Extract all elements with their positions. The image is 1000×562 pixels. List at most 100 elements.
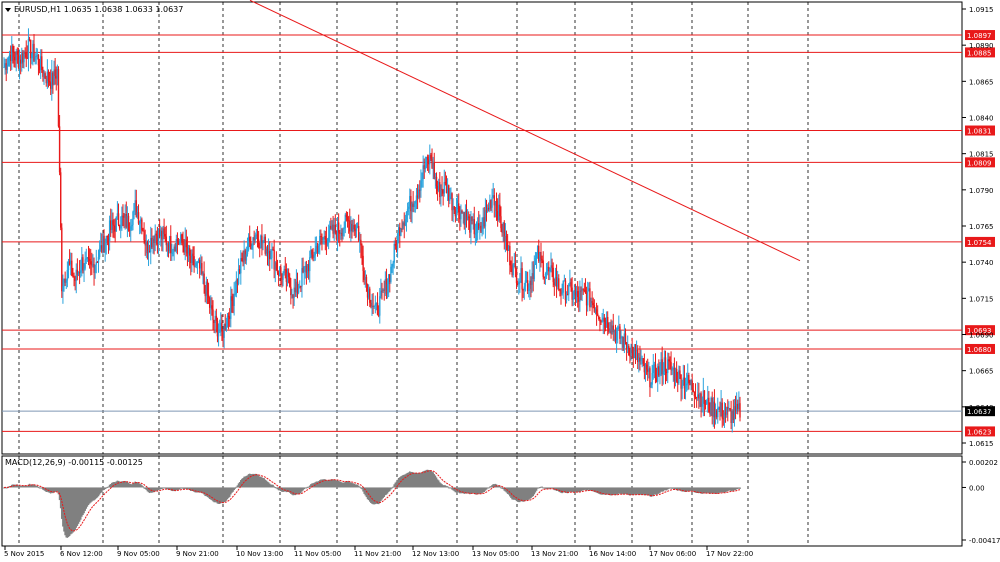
macd-bar	[311, 483, 313, 488]
candle-body	[522, 289, 524, 291]
macd-bar	[85, 487, 88, 509]
candle-body	[153, 238, 155, 243]
candle-body	[428, 159, 430, 165]
macd-bar	[74, 487, 76, 531]
macd-bar	[252, 473, 254, 488]
candle-body	[71, 260, 73, 276]
macd-bar	[303, 487, 305, 490]
macd-bar	[192, 487, 194, 492]
macd-bar	[401, 475, 403, 488]
macd-bar	[57, 487, 60, 495]
macd-bar	[158, 487, 161, 490]
macd-bar	[622, 487, 625, 495]
macd-bar	[202, 487, 204, 494]
horizontal-levels[interactable]: 1.08971.08851.08311.08091.07541.06931.06…	[2, 30, 995, 437]
candle-body	[257, 239, 260, 248]
macd-bar	[107, 486, 110, 488]
candle-body	[222, 331, 224, 338]
macd-bar	[710, 487, 712, 494]
candle-body	[110, 220, 112, 230]
candle-body	[64, 278, 66, 283]
macd-bar	[54, 487, 56, 492]
macd-bar	[580, 487, 582, 492]
candle-body	[530, 280, 532, 285]
candle-body	[498, 204, 500, 221]
candle-body	[505, 235, 508, 243]
candle-body	[207, 294, 210, 298]
macd-bar	[606, 487, 609, 495]
candle-body	[614, 329, 617, 341]
macd-bar	[648, 487, 650, 496]
candle-body	[399, 227, 401, 236]
macd-bar	[8, 486, 11, 488]
macd-bar	[153, 487, 155, 493]
candle-body	[94, 264, 96, 273]
candle-body	[203, 273, 205, 286]
candle-body	[296, 281, 299, 293]
candle-body	[156, 235, 159, 245]
trendline-line[interactable]	[249, 0, 801, 262]
candle-body	[664, 357, 667, 372]
dropdown-triangle-icon[interactable]	[5, 8, 11, 12]
macd-bar	[512, 487, 514, 500]
macd-bar	[631, 487, 633, 495]
macd-bar	[144, 487, 146, 490]
macd-bar	[268, 483, 271, 488]
candle-body	[224, 323, 226, 331]
candle-body	[88, 258, 91, 262]
macd-bar	[301, 487, 303, 492]
candle-body	[44, 73, 46, 79]
candle-body	[286, 272, 289, 282]
trendline[interactable]	[249, 0, 801, 262]
macd-bar	[326, 480, 329, 488]
macd-bar	[63, 487, 65, 532]
macd-bar	[460, 487, 462, 494]
candle-body	[323, 236, 325, 239]
level-label: 1.0680	[967, 346, 992, 354]
macd-bar	[680, 487, 682, 492]
macd-bar	[480, 487, 482, 494]
candle-body	[349, 220, 351, 232]
candle-body	[684, 385, 687, 389]
candle-body	[106, 235, 109, 237]
macd-bar	[296, 487, 299, 495]
candle-body	[32, 43, 34, 53]
candle-body	[572, 297, 574, 300]
macd-bar	[669, 487, 671, 489]
macd-bar	[333, 479, 335, 488]
candle-body	[601, 320, 603, 323]
macd-bar	[559, 487, 561, 493]
candle-body	[635, 349, 638, 352]
candle-body	[481, 228, 483, 232]
macd-bar	[682, 487, 685, 492]
candle-body	[81, 257, 83, 271]
macd-bar	[650, 487, 652, 497]
candle-body	[146, 241, 149, 254]
macd-bar	[534, 487, 537, 493]
candle-body	[568, 284, 570, 295]
macd-bar	[502, 487, 504, 490]
macd-bar	[472, 487, 474, 494]
candle-body	[523, 286, 526, 290]
macd-bar	[188, 487, 191, 491]
macd-bar	[29, 484, 32, 488]
macd-bar	[254, 473, 257, 488]
macd-bar	[425, 469, 428, 488]
macd-bar	[694, 487, 697, 493]
candle-body	[221, 322, 223, 332]
macd-bar	[377, 487, 380, 505]
candle-body	[293, 287, 295, 298]
candle-body	[460, 210, 462, 220]
candle-body	[264, 236, 266, 254]
candle-body	[697, 394, 699, 398]
candle-body	[710, 397, 712, 415]
macd-bar	[465, 487, 468, 494]
candle-body	[421, 179, 423, 181]
macd-bar	[17, 485, 20, 488]
candle-body	[357, 226, 360, 241]
macd-bar	[675, 487, 678, 491]
candle-body	[618, 326, 620, 328]
candle-body	[347, 220, 350, 222]
candle-body	[660, 359, 662, 366]
